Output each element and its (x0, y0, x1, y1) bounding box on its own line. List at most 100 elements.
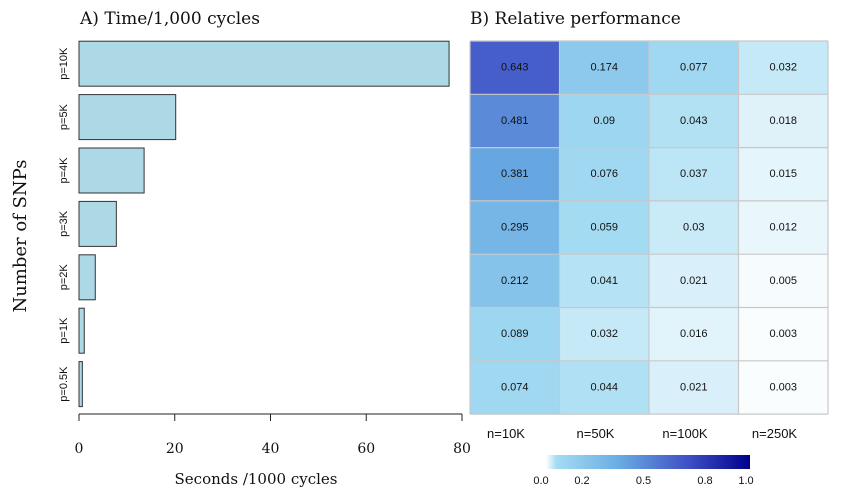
cell-p=10K-n=100K (649, 41, 739, 95)
cell-value-p=10K-n=10K: 0.643 (501, 62, 529, 74)
bar-label-p=3K: p=3K (58, 210, 70, 237)
cell-p=4K-n=10K (470, 147, 560, 202)
cell-p=1K-n=100K (649, 307, 739, 362)
cell-p=1K-n=50K (559, 307, 650, 362)
cell-p=2K-n=10K (470, 254, 560, 308)
bar-label-p=4K: p=4K (58, 157, 70, 184)
cell-value-p=3K-n=50K: 0.059 (590, 221, 618, 233)
cell-value-p=5K-n=50K: 0.09 (594, 115, 615, 127)
bar-p=1K (78, 307, 85, 354)
cell-value-p=0.5K-n=250K: 0.003 (769, 381, 797, 393)
x-tick-label-0: 0 (75, 441, 84, 457)
colorbar (546, 455, 750, 469)
x-tick-label-20: 20 (166, 441, 184, 457)
cell-p=3K-n=100K (649, 200, 739, 255)
cell-value-p=5K-n=10K: 0.481 (501, 115, 529, 127)
x-axis-label: Seconds /1000 cycles (175, 470, 338, 488)
colorbar-tick-1.0: 1.0 (738, 475, 753, 487)
bar-p=3K (78, 200, 117, 247)
cell-p=5K-n=250K (738, 94, 829, 149)
cell-value-p=4K-n=250K: 0.015 (769, 168, 797, 180)
cell-value-p=3K-n=100K: 0.03 (683, 221, 704, 233)
panel-b: B) Relative performance 0.643 0.174 0.077 0… (469, 9, 829, 487)
cell-p=10K-n=10K (470, 41, 560, 95)
cell-value-p=2K-n=100K: 0.021 (680, 275, 708, 287)
cell-value-p=0.5K-n=50K: 0.044 (590, 381, 618, 393)
colorbar-tick-0.2: 0.2 (574, 475, 589, 487)
cell-value-p=0.5K-n=10K: 0.074 (501, 381, 529, 393)
cell-value-p=5K-n=250K: 0.018 (769, 115, 797, 127)
column-label-n=250K: n=250K (752, 426, 798, 441)
heatmap-cells (470, 41, 829, 415)
cell-p=0.5K-n=100K (649, 360, 739, 415)
cell-p=3K-n=250K (738, 200, 829, 255)
cell-value-p=2K-n=10K: 0.212 (501, 275, 529, 287)
cell-value-p=2K-n=50K: 0.041 (590, 275, 618, 287)
heatmap-column-labels: n=10K n=50K n=100K n=250K (487, 426, 797, 441)
column-label-n=50K: n=50K (577, 426, 615, 441)
cell-p=4K-n=100K (649, 147, 739, 202)
cell-p=10K-n=250K (738, 41, 829, 95)
bar-p=5K (78, 94, 177, 141)
y-axis-title: Number of SNPs (10, 159, 31, 312)
cell-p=4K-n=250K (738, 147, 829, 202)
x-tick-label-80: 80 (453, 441, 471, 457)
heatmap-grid (469, 40, 829, 415)
cell-p=5K-n=50K (559, 94, 650, 149)
cell-value-p=1K-n=10K: 0.089 (501, 328, 529, 340)
bar-p=10K (78, 40, 450, 87)
cell-value-p=10K-n=250K: 0.032 (769, 62, 797, 74)
cell-p=2K-n=50K (559, 254, 650, 308)
colorbar-tick-0.8: 0.8 (697, 475, 712, 487)
x-tick-label-60: 60 (357, 441, 375, 457)
cell-p=0.5K-n=50K (559, 360, 650, 415)
cell-p=1K-n=250K (738, 307, 829, 362)
cell-value-p=4K-n=100K: 0.037 (680, 168, 708, 180)
x-axis-ticks: 0 20 40 60 80 (75, 414, 471, 457)
bar-label-p=1K: p=1K (58, 317, 70, 344)
cell-value-p=4K-n=50K: 0.076 (590, 168, 618, 180)
bars-group (78, 40, 450, 408)
cell-value-p=1K-n=250K: 0.003 (769, 328, 797, 340)
cell-value-p=5K-n=100K: 0.043 (680, 115, 708, 127)
cell-value-p=1K-n=100K: 0.016 (680, 328, 708, 340)
cell-value-p=10K-n=50K: 0.174 (590, 62, 618, 74)
cell-value-p=3K-n=250K: 0.012 (769, 221, 797, 233)
cell-p=0.5K-n=250K (738, 360, 829, 415)
cell-value-p=0.5K-n=100K: 0.021 (680, 381, 708, 393)
cell-p=5K-n=10K (470, 94, 560, 149)
bar-p=4K (78, 147, 145, 194)
x-tick-label-40: 40 (262, 441, 280, 457)
cell-p=3K-n=10K (470, 200, 560, 255)
cell-p=0.5K-n=10K (470, 360, 560, 415)
panel-b-title: B) Relative performance (470, 9, 681, 29)
cell-value-p=2K-n=250K: 0.005 (769, 275, 797, 287)
column-label-n=100K: n=100K (662, 426, 708, 441)
colorbar-tick-0.5: 0.5 (636, 475, 651, 487)
bar-label-p=0.5K: p=0.5K (58, 366, 70, 402)
panel-a: A) Time/1,000 cycles p=10Kp=5Kp=4Kp=3Kp=… (10, 9, 471, 488)
cell-value-p=4K-n=10K: 0.381 (501, 168, 529, 180)
cell-value-p=10K-n=100K: 0.077 (680, 62, 708, 74)
cell-p=4K-n=50K (559, 147, 650, 202)
cell-value-p=1K-n=50K: 0.032 (590, 328, 618, 340)
cell-p=3K-n=50K (559, 200, 650, 255)
panel-a-title: A) Time/1,000 cycles (79, 9, 260, 29)
heatmap-value-labels: 0.643 0.174 0.077 0.032 0.481 0.09 0.043 0.018 0… (501, 62, 797, 394)
bar-label-p=5K: p=5K (58, 103, 70, 130)
bar-p=2K (78, 254, 96, 301)
bar-label-p=10K: p=10K (58, 47, 70, 80)
cell-value-p=3K-n=10K: 0.295 (501, 221, 529, 233)
bar-label-p=2K: p=2K (58, 264, 70, 291)
cell-p=5K-n=100K (649, 94, 739, 149)
bar-category-labels: p=10K p=5K p=4K p=3K p=2K p=1K p=0.5K (58, 47, 70, 402)
colorbar-ticks: 0.0 0.2 0.5 0.8 1.0 (533, 475, 753, 487)
cell-p=2K-n=100K (649, 254, 739, 308)
cell-p=1K-n=10K (470, 307, 560, 362)
column-label-n=10K: n=10K (487, 426, 525, 441)
bar-p=0.5K (78, 361, 83, 408)
cell-p=2K-n=250K (738, 254, 829, 308)
cell-p=10K-n=50K (559, 41, 650, 95)
colorbar-tick-0.0: 0.0 (533, 475, 548, 487)
